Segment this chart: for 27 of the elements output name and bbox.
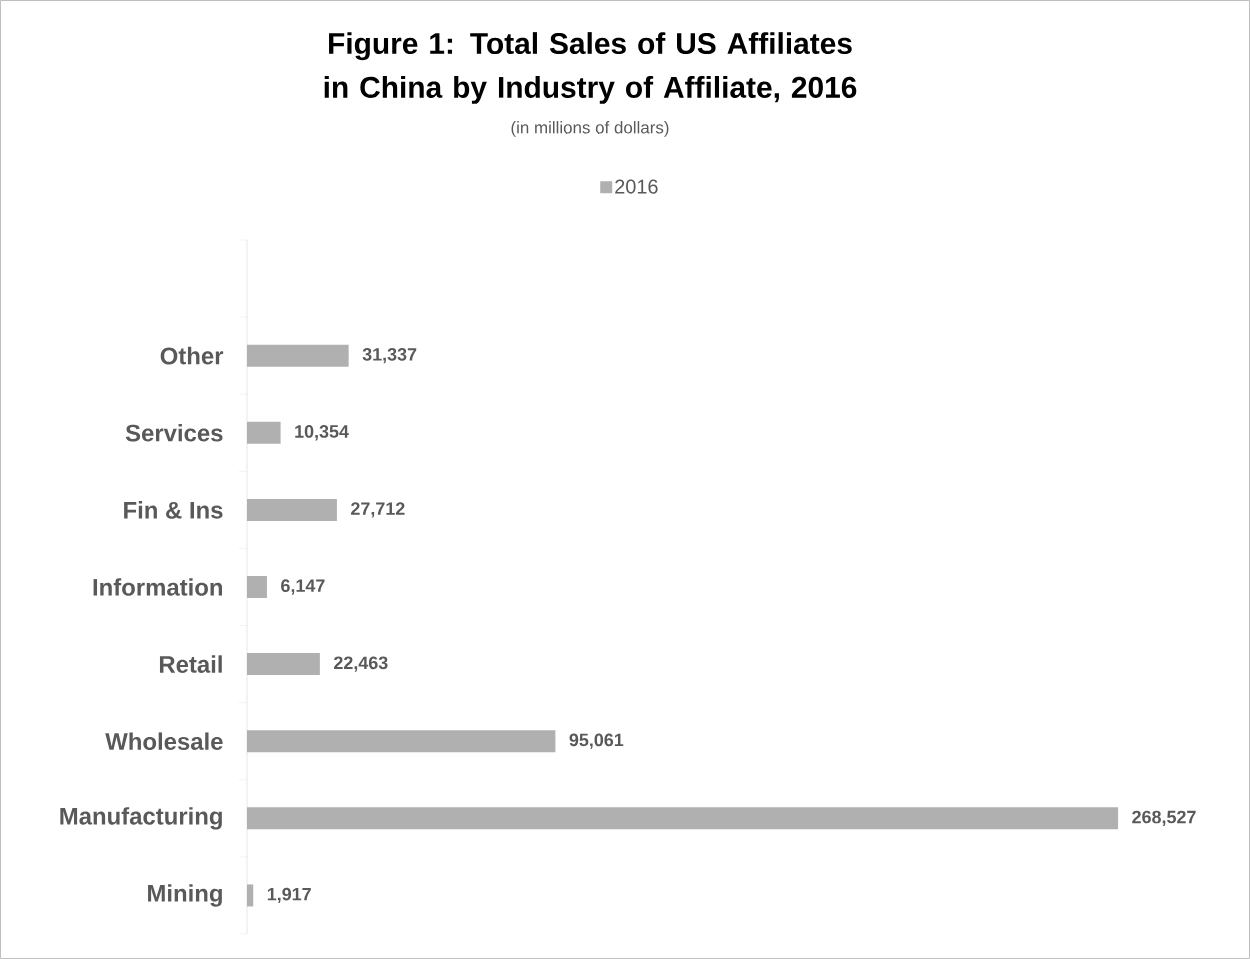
y-tick-label: Information xyxy=(93,578,223,596)
data-label: 268,527 xyxy=(1132,810,1196,826)
data-label: 6,147 xyxy=(281,579,325,595)
data-label: 95,061 xyxy=(569,733,624,749)
bar xyxy=(247,884,254,907)
y-tick-label: Retail xyxy=(159,655,222,673)
bar xyxy=(247,730,556,753)
bar xyxy=(247,498,337,521)
y-tick-label: Fin & Ins xyxy=(124,501,223,519)
bar xyxy=(247,575,267,598)
bar xyxy=(247,653,320,676)
data-label: 27,712 xyxy=(351,502,405,518)
y-tick-label: Wholesale xyxy=(105,732,223,750)
legend-label: 2016 xyxy=(615,179,658,194)
y-tick-label: Manufacturing xyxy=(60,807,222,830)
bar xyxy=(247,421,281,444)
y-tick-label: Mining xyxy=(148,884,222,907)
data-label: 10,354 xyxy=(295,425,349,441)
bar xyxy=(247,807,1119,830)
data-label: 31,337 xyxy=(362,348,417,364)
y-tick-label: Services xyxy=(125,423,223,442)
data-label: 1,917 xyxy=(267,887,311,904)
chart-title: Figure 1: Total Sales of US Affiliates in China by Industry of Affiliate, 2016 xyxy=(324,32,857,104)
chart-subtitle: (in millions of dollars) xyxy=(511,121,669,137)
data-label: 22,463 xyxy=(334,656,388,672)
y-tick-label: Other xyxy=(160,346,224,365)
bar xyxy=(247,344,349,367)
